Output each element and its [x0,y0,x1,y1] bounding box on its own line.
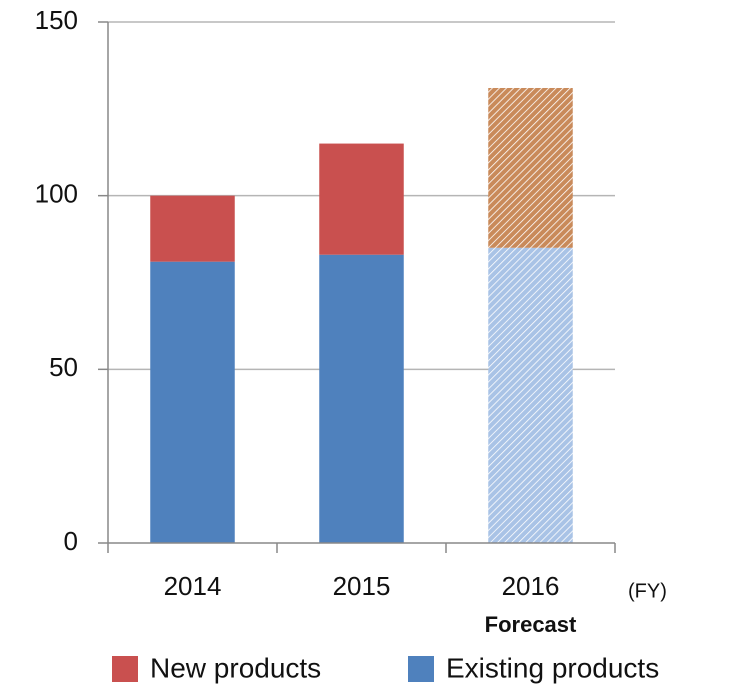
bar-segment [319,143,404,255]
legend-label: New products [150,652,321,683]
x-tick-label: 2014 [164,571,222,601]
legend-label: Existing products [446,652,659,683]
bar-segment [488,87,573,248]
legend-swatch [112,656,138,682]
bar-segment [150,195,235,262]
x-tick-label: 2016 [502,571,560,601]
y-tick-label: 150 [35,5,78,35]
y-tick-label: 100 [35,179,78,209]
bar-segment [488,247,573,543]
annotation: Forecast [485,612,577,637]
y-tick-label: 50 [49,352,78,382]
x-tick-label: 2015 [333,571,391,601]
bar-segment [319,254,404,544]
y-tick-label: 0 [64,526,78,556]
bar-segment [150,261,235,543]
legend-swatch [408,656,434,682]
x-axis-label: (FY) [628,580,667,602]
